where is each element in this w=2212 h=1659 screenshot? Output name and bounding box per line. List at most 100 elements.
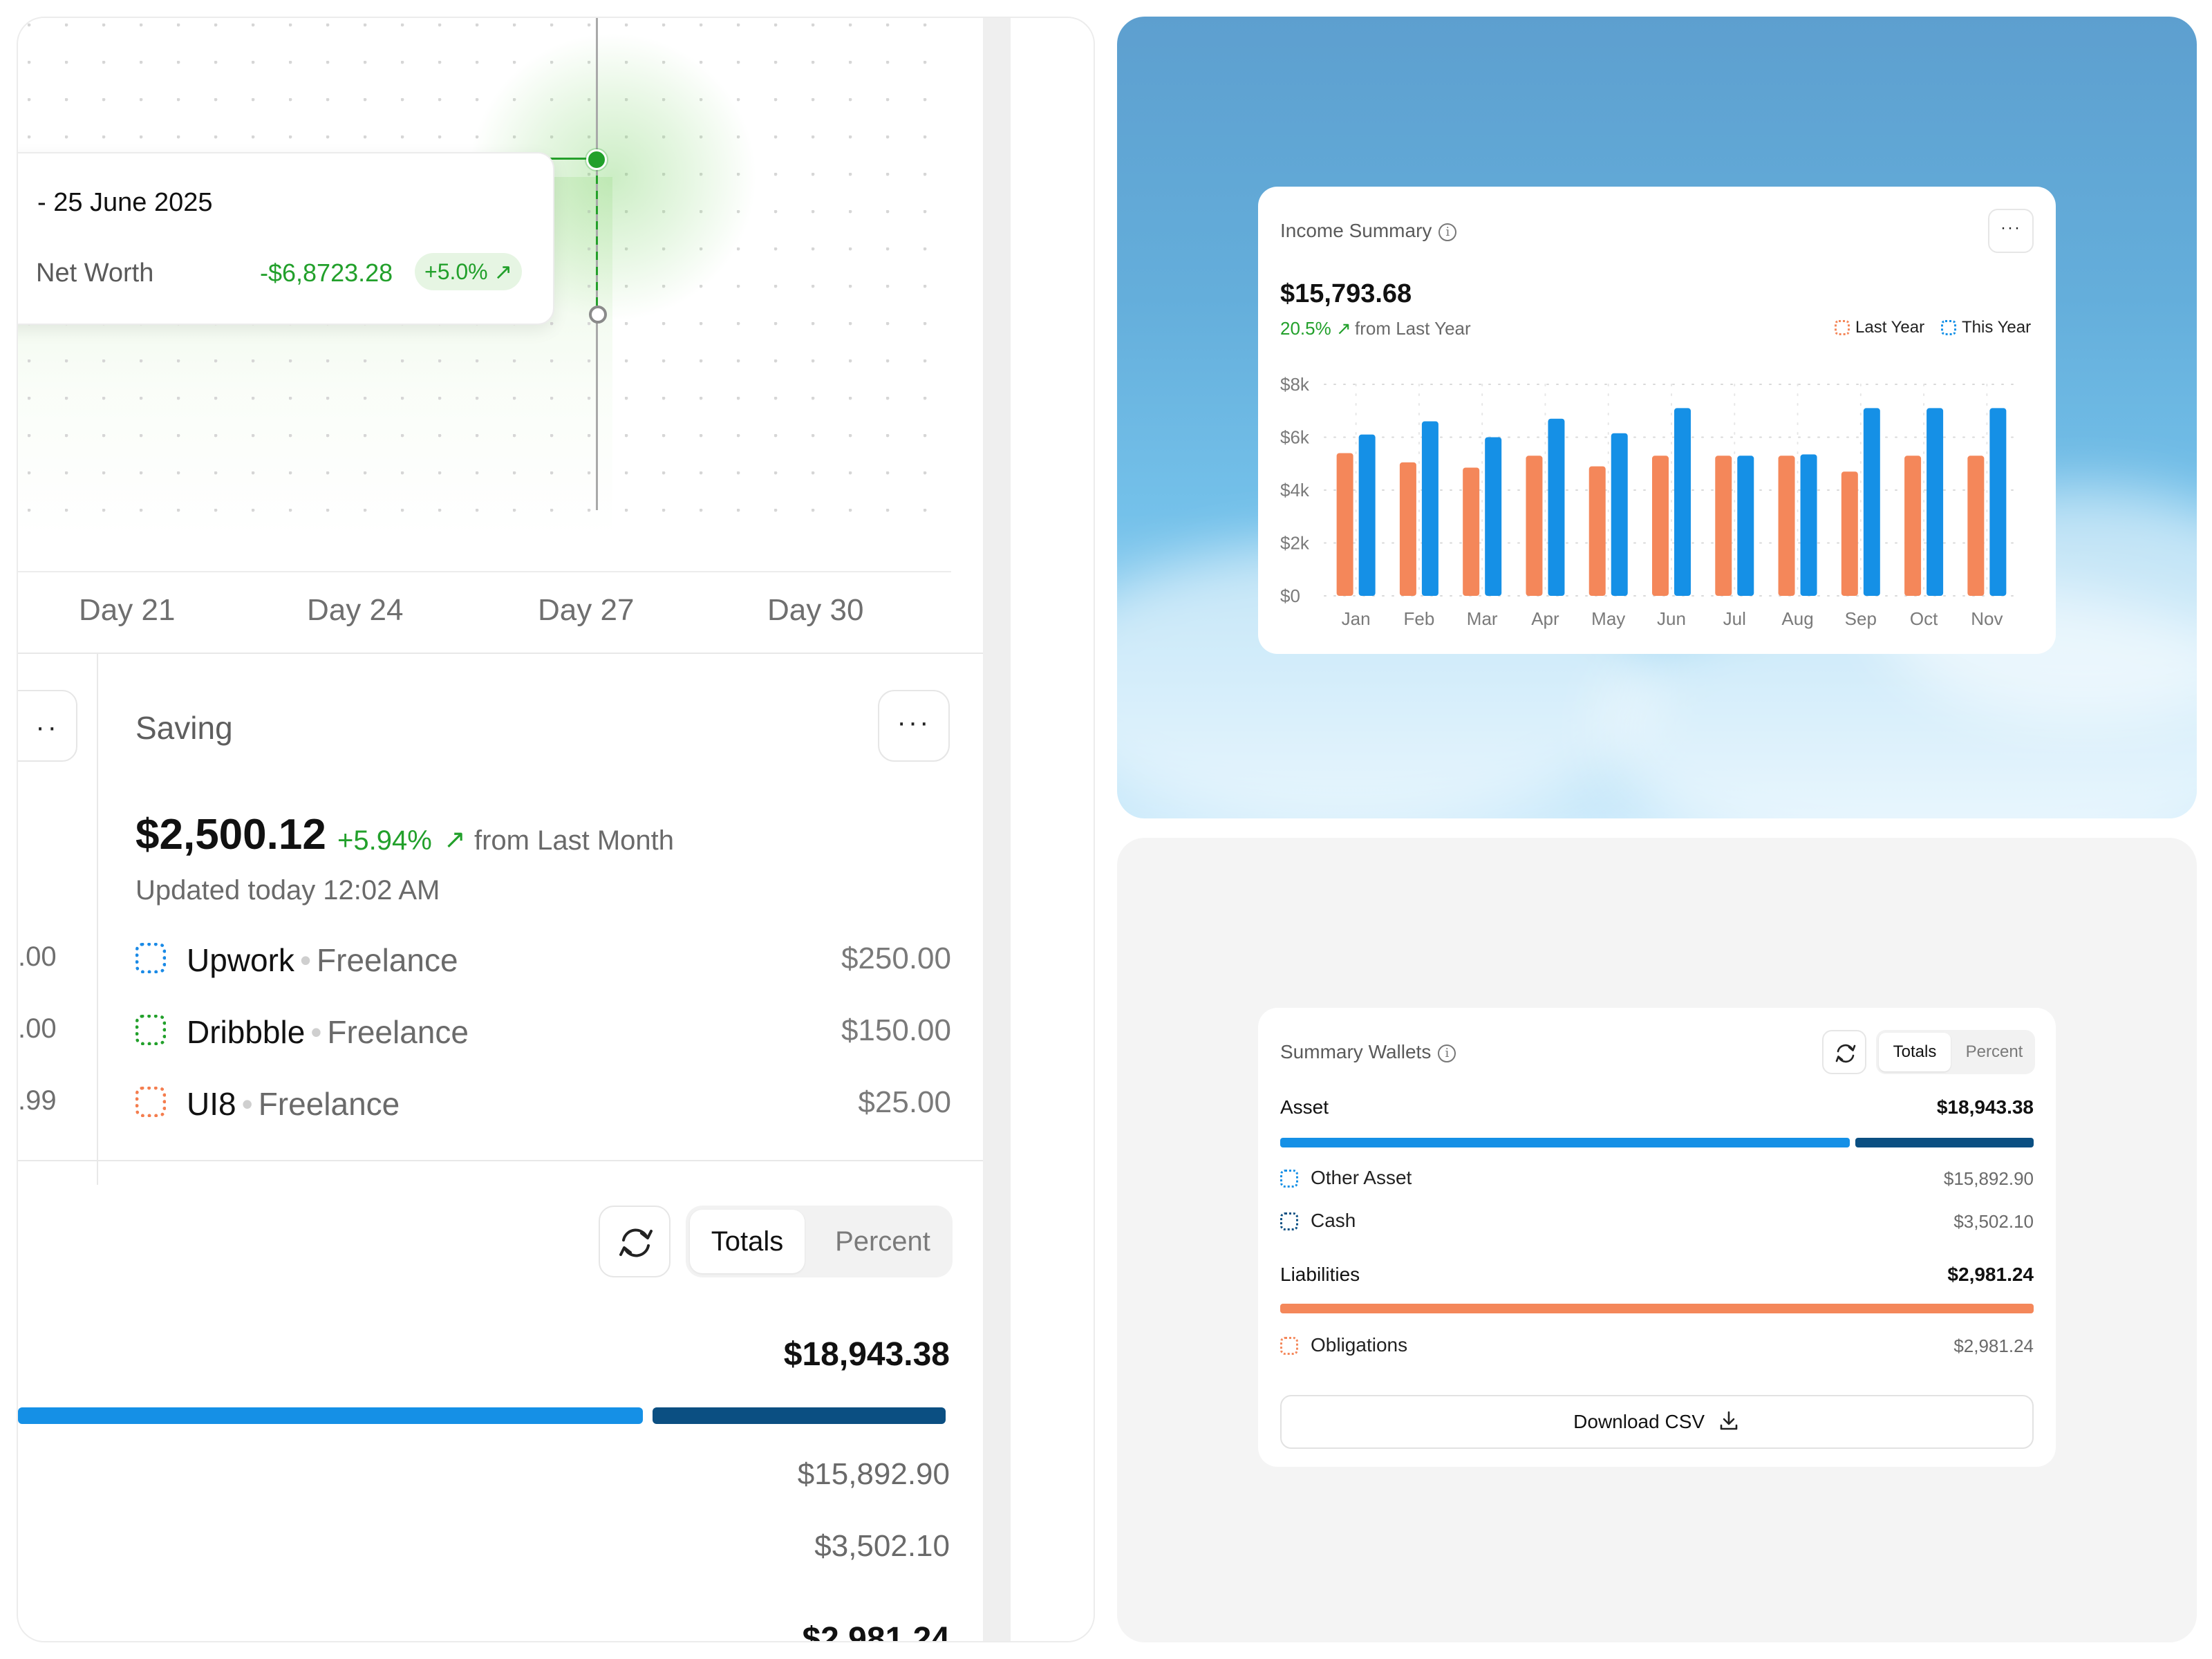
income-amount: $15,793.68 (1280, 279, 1412, 308)
bar-this-year (1737, 456, 1754, 596)
y-tick-label: $4k (1280, 480, 1310, 500)
bar-this-year (1863, 408, 1880, 596)
cash-value: $3,502.10 (814, 1529, 950, 1563)
saving-from-label: from Last Month (474, 825, 675, 856)
source-category: Freelance (317, 942, 458, 978)
bar-last-year (1967, 456, 1985, 596)
liabilities-label: Liabilities (1280, 1264, 1360, 1285)
bar-this-year (1548, 418, 1565, 596)
arrow-up-right-icon: ↗ (444, 825, 466, 854)
view-toggle: Totals Percent (1876, 1030, 2035, 1074)
bar-last-year (1463, 467, 1480, 596)
income-bar-chart[interactable]: $0 $2k $4k $6k $8k Jan Feb Mar Apr May Jun Jul Aug Se… (1258, 353, 2056, 643)
secondary-point[interactable] (589, 306, 607, 324)
bar-this-year (1611, 433, 1628, 596)
net-worth-panel: - 25 June 2025 Net Worth -$6,8723.28 +5.… (17, 17, 1095, 1642)
x-tick-label: Oct (1910, 608, 1938, 629)
x-tick-label: Aug (1781, 608, 1813, 629)
obligations-bar (1280, 1304, 2034, 1313)
saving-more-button[interactable]: ··· (878, 690, 950, 762)
section-divider (18, 653, 983, 654)
legend-label: Last Year (1855, 318, 1925, 337)
source-name: Upwork (187, 942, 294, 978)
download-csv-button[interactable]: Download CSV (1280, 1395, 2034, 1449)
refresh-button[interactable] (1822, 1030, 1866, 1074)
bar-last-year (1336, 453, 1353, 596)
bar-last-year (1588, 466, 1606, 596)
panel-content: - 25 June 2025 Net Worth -$6,8723.28 +5.… (18, 18, 983, 1641)
this-year-swatch (1941, 320, 1956, 335)
other-asset-swatch (1280, 1170, 1298, 1188)
list-item[interactable]: Upwork • Freelance $250.00 (135, 937, 951, 979)
x-tick-label: Day 27 (538, 593, 635, 627)
button-label: Download CSV (1573, 1411, 1705, 1432)
x-tick-label: Jan (1342, 608, 1371, 629)
y-tick-label: $6k (1280, 427, 1310, 448)
source-value: $150.00 (841, 1013, 951, 1047)
cash-bar (653, 1407, 946, 1424)
asset-label: Asset (1280, 1096, 1329, 1118)
income-summary-title: Income Summary i (1280, 220, 1457, 242)
asset-total: $18,943.38 (783, 1336, 950, 1373)
hover-dashed-line (596, 160, 598, 315)
toggle-percent[interactable]: Percent (835, 1226, 930, 1257)
list-item: Obligations (1280, 1334, 1407, 1356)
liabilities-total: $2,981.24 (1947, 1264, 2034, 1285)
income-summary-card: Income Summary i ··· $15,793.68 20.5% ↗ f… (1258, 187, 2056, 654)
card-title: Income Summary (1280, 220, 1432, 241)
bar-last-year (1904, 456, 1922, 596)
source-name: Dribbble (187, 1014, 306, 1050)
ui8-icon (135, 1087, 166, 1117)
bar-this-year (1421, 421, 1438, 596)
x-tick-label: Day 30 (767, 593, 864, 627)
toggle-totals[interactable]: Totals (690, 1210, 805, 1273)
more-button[interactable]: ·· (18, 690, 77, 762)
tooltip-connector (549, 158, 597, 160)
upwork-icon (135, 943, 166, 973)
bar-this-year (1674, 408, 1691, 596)
list-item[interactable]: Dribbble • Freelance $150.00 (135, 1009, 951, 1051)
refresh-button[interactable] (599, 1206, 671, 1277)
y-tick-label: $8k (1280, 374, 1310, 395)
list-item: Other Asset (1280, 1167, 1412, 1189)
x-tick-label: Day 24 (307, 593, 404, 627)
obligations-swatch (1280, 1337, 1298, 1355)
net-worth-chart[interactable]: - 25 June 2025 Net Worth -$6,8723.28 +5.… (18, 18, 983, 654)
wallet-panel: Summary Wallets i Totals Percent Asset $1… (1117, 838, 2197, 1642)
x-tick-label: Day 21 (79, 593, 176, 627)
bar-last-year (1715, 456, 1732, 596)
refresh-icon (619, 1228, 653, 1257)
bar-this-year (1358, 434, 1376, 596)
bar-this-year (1485, 437, 1502, 596)
bar-last-year (1841, 471, 1858, 596)
summary-wallets-title: Summary Wallets i (1280, 1041, 1456, 1063)
bar-last-year (1778, 456, 1795, 596)
list-item[interactable]: UI8 • Freelance $25.00 (135, 1081, 951, 1123)
income-more-button[interactable]: ··· (1988, 209, 2034, 253)
summary-wallets-card: Summary Wallets i Totals Percent Asset $1… (1258, 1008, 2056, 1467)
chart-tooltip: - 25 June 2025 Net Worth -$6,8723.28 +5.… (18, 152, 554, 325)
saving-updated: Updated today 12:02 AM (135, 875, 440, 906)
y-tick-label: $2k (1280, 533, 1310, 554)
legend-this-year: This Year (1941, 318, 2031, 337)
dribbble-icon (135, 1015, 166, 1045)
hover-point[interactable] (586, 149, 607, 170)
toggle-percent[interactable]: Percent (1965, 1042, 2023, 1061)
tooltip-date: - 25 June 2025 (37, 188, 213, 217)
view-toggle: Totals Percent (686, 1206, 953, 1277)
bar-last-year (1399, 462, 1416, 596)
x-tick-label: Apr (1531, 608, 1559, 629)
info-icon[interactable]: i (1438, 223, 1457, 241)
source-value: $25.00 (858, 1085, 951, 1119)
section-divider (18, 1160, 983, 1161)
other-asset-bar (18, 1407, 643, 1424)
source-category: Freelance (258, 1086, 400, 1122)
bar-this-year (1927, 408, 1944, 596)
toggle-totals[interactable]: Totals (1879, 1033, 1951, 1071)
info-icon[interactable]: i (1438, 1044, 1456, 1062)
liabilities-total: $2,981.24 (802, 1621, 950, 1642)
source-name: UI8 (187, 1086, 236, 1122)
list-item: Cash (1280, 1210, 1356, 1232)
other-asset-bar (1280, 1138, 1850, 1147)
source-value: $250.00 (841, 941, 951, 975)
